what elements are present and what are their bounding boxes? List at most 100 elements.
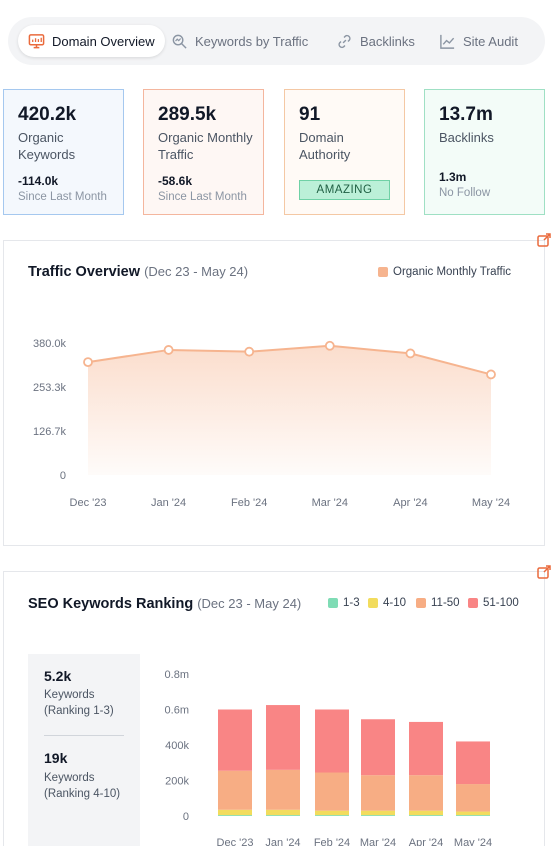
y-tick-label: 200k [165, 776, 189, 788]
stat-value: 91 [299, 104, 321, 125]
legend-label: 51-100 [483, 597, 519, 609]
bar-segment-11-50 [315, 772, 349, 811]
bar-segment-4-10 [266, 809, 300, 816]
traffic-legend: Organic Monthly Traffic [378, 266, 511, 278]
stat-change: -114.0k [18, 174, 59, 188]
x-tick-label: May '24 [454, 837, 492, 846]
x-tick-label: Jan '24 [265, 837, 300, 846]
seo-keywords-panel [3, 571, 545, 846]
report-tabs: Domain Overview Keywords by Traffic Back… [8, 17, 545, 65]
traffic-data-point [244, 346, 255, 357]
bar-segment-51-100 [218, 709, 252, 771]
x-tick-label: Feb '24 [314, 837, 350, 846]
bar-segment-1-3 [409, 815, 443, 816]
legend-swatch [416, 598, 426, 608]
bar-segment-51-100 [456, 741, 490, 785]
x-tick-label: Dec '23 [217, 837, 254, 846]
y-tick-label: 253.3k [33, 382, 67, 394]
x-tick-label: May '24 [472, 497, 510, 509]
y-tick-label: 0.6m [165, 705, 189, 717]
tab-site-audit[interactable]: Site Audit [439, 25, 518, 57]
bar-segment-11-50 [361, 775, 395, 811]
traffic-data-point [324, 340, 335, 351]
traffic-area-fill [88, 345, 491, 475]
stat-label: Domain Authority [299, 130, 351, 162]
legend-swatch [378, 267, 388, 277]
stat-card-backlinks: 13.7m Backlinks 1.3m No Follow [424, 89, 545, 215]
bar-segment-51-100 [266, 705, 300, 770]
external-link-icon[interactable] [533, 229, 555, 251]
stat-value: 13.7m [439, 104, 493, 125]
bar-segment-4-10 [456, 811, 490, 816]
divider [44, 735, 124, 736]
traffic-data-point [405, 348, 416, 359]
tab-label: Keywords by Traffic [195, 33, 309, 49]
x-tick-label: Apr '24 [409, 837, 444, 846]
bar-segment-11-50 [409, 775, 443, 811]
bar-segment-51-100 [315, 709, 349, 773]
legend-4-10: 4-10 [368, 597, 406, 609]
stat-value: 289.5k [158, 104, 217, 125]
stat-change: 1.3m [439, 170, 467, 184]
legend-11-50: 11-50 [416, 597, 460, 609]
bar-segment-51-100 [361, 719, 395, 776]
x-tick-label: Mar '24 [312, 497, 348, 509]
panel-title-text: SEO Keywords Ranking [28, 596, 194, 612]
tab-label: Domain Overview [52, 33, 155, 49]
legend-label: 1-3 [343, 597, 360, 609]
tab-domain-overview[interactable]: Domain Overview [18, 25, 165, 57]
legend-1-3: 1-3 [328, 597, 360, 609]
legend-label: 4-10 [383, 597, 407, 609]
stat-card-organic-traffic: 289.5k Organic Monthly Traffic -58.6k Si… [143, 89, 264, 215]
x-tick-label: Dec '23 [70, 497, 107, 509]
ranking-4-10-sublabel: (Ranking 4-10) [44, 788, 121, 800]
y-tick-label: 126.7k [33, 426, 67, 438]
keyword-traffic-icon [172, 34, 187, 49]
line-chart-icon [440, 34, 455, 49]
y-tick-label: 0.8m [165, 669, 189, 681]
stat-card-organic-keywords: 420.2k Organic Keywords -114.0k Since La… [3, 89, 124, 215]
ranking-summary: 5.2k Keywords (Ranking 1-3) 19k Keywords… [28, 654, 140, 846]
bar-segment-1-3 [456, 815, 490, 816]
bar-segment-11-50 [266, 769, 300, 810]
panel-date-range: (Dec 23 - May 24) [197, 596, 302, 611]
seo-keywords-title: SEO Keywords Ranking (Dec 23 - May 24) [28, 596, 301, 612]
bar-segment-4-10 [315, 810, 349, 816]
y-tick-label: 0 [183, 811, 189, 823]
ranking-4-10-value: 19k [44, 750, 68, 766]
bar-segment-11-50 [456, 784, 490, 812]
bar-segment-11-50 [218, 770, 252, 810]
tab-keywords-by-traffic[interactable]: Keywords by Traffic [171, 25, 308, 57]
stat-label: Organic Monthly Traffic [158, 130, 253, 162]
ranking-4-10-label: Keywords [44, 772, 95, 784]
y-tick-label: 380.0k [33, 338, 67, 350]
stat-sub: Since Last Month [158, 191, 247, 203]
legend-swatch [468, 598, 478, 608]
legend-swatch [368, 598, 378, 608]
bar-segment-1-3 [266, 815, 300, 816]
bar-segment-1-3 [361, 815, 395, 816]
ranking-1-3-sublabel: (Ranking 1-3) [44, 705, 114, 717]
stat-value: 420.2k [18, 104, 77, 125]
tab-backlinks[interactable]: Backlinks [336, 25, 415, 57]
bar-segment-1-3 [218, 815, 252, 816]
traffic-data-point [486, 369, 496, 380]
x-tick-label: Apr '24 [393, 497, 428, 509]
ranking-1-3-label: Keywords [44, 689, 95, 701]
stat-label: Backlinks [439, 130, 494, 145]
tab-label: Site Audit [463, 33, 518, 49]
authority-badge: AMAZING [299, 180, 390, 200]
external-link-icon[interactable] [533, 561, 555, 583]
traffic-overview-title: Traffic Overview (Dec 23 - May 24) [28, 264, 248, 280]
panel-date-range: (Dec 23 - May 24) [144, 264, 249, 279]
x-tick-label: Feb '24 [231, 497, 267, 509]
traffic-data-point [163, 345, 174, 355]
y-tick-label: 0 [60, 470, 66, 482]
legend-51-100: 51-100 [468, 597, 519, 609]
traffic-series-line [87, 344, 492, 376]
stat-sub: Since Last Month [18, 191, 107, 203]
stat-label: Organic Keywords [18, 130, 76, 162]
panel-title-text: Traffic Overview [28, 264, 141, 280]
